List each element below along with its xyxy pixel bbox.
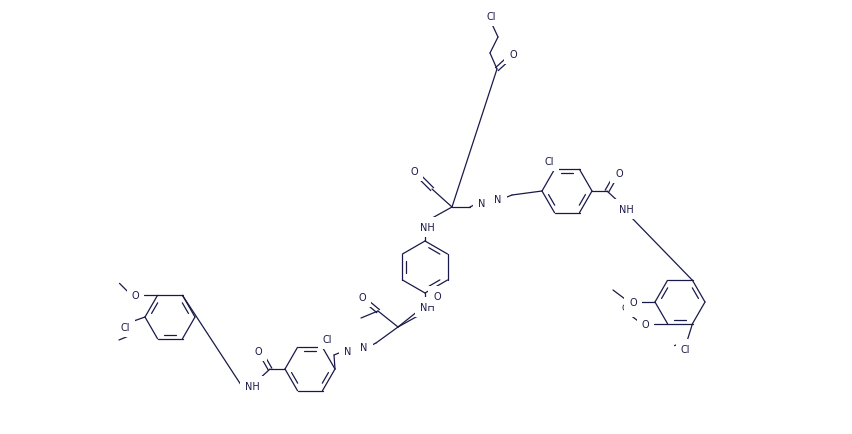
Text: O: O: [254, 346, 262, 356]
Text: O: O: [410, 167, 417, 177]
Text: O: O: [433, 291, 440, 301]
Text: O: O: [622, 303, 629, 312]
Text: Cl: Cl: [486, 12, 496, 22]
Text: N: N: [360, 342, 368, 352]
Text: N: N: [344, 346, 352, 356]
Text: NH: NH: [619, 204, 633, 214]
Text: N: N: [478, 198, 486, 208]
Text: O: O: [358, 293, 366, 302]
Text: N: N: [494, 194, 502, 204]
Text: O: O: [629, 297, 636, 307]
Text: NH: NH: [420, 302, 435, 312]
Text: NH: NH: [245, 381, 259, 391]
Text: O: O: [642, 319, 649, 329]
Text: Cl: Cl: [681, 344, 690, 354]
Text: O: O: [615, 169, 623, 178]
Text: NH: NH: [420, 223, 435, 233]
Text: Cl: Cl: [120, 322, 130, 332]
Text: O: O: [132, 291, 140, 301]
Text: Cl: Cl: [323, 335, 332, 345]
Text: O: O: [509, 50, 517, 60]
Text: Cl: Cl: [544, 157, 555, 167]
